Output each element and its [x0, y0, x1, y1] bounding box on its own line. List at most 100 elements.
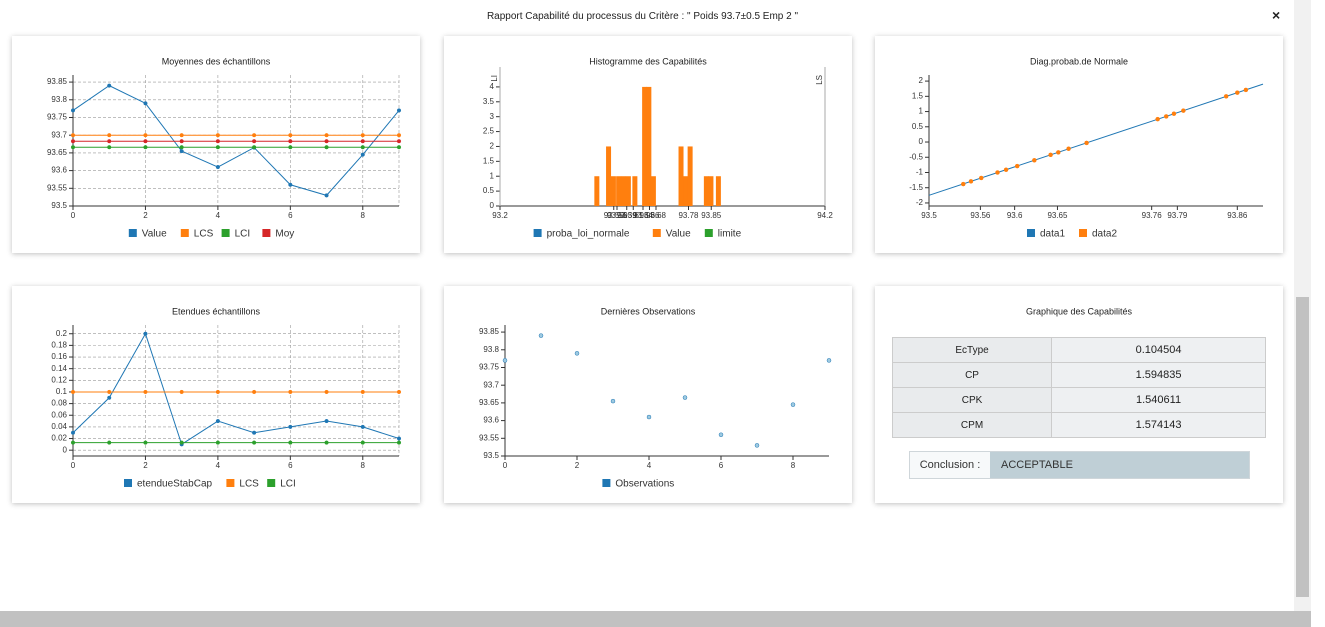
chart: Histogramme des Capabilités 0 0.5 1 1.5 2 2.5 3…: [483, 56, 833, 239]
panel: Dernières Observations 93.5 93.55 93.6 93.65…: [444, 286, 852, 503]
table-row: CPM 1.574143: [891, 412, 1266, 438]
y-tick-label: 0.12: [51, 375, 67, 384]
point: [288, 440, 293, 445]
legend-label: etendueStabCap: [137, 479, 213, 490]
x-tick-label: 4: [216, 211, 221, 220]
point: [107, 395, 112, 400]
point: [396, 436, 402, 441]
point: [1056, 150, 1061, 155]
point: [324, 133, 329, 138]
scroll-thumb[interactable]: [1296, 297, 1309, 597]
point: [70, 389, 76, 395]
point: [1155, 116, 1160, 122]
point: [70, 139, 76, 144]
legend-label: Observations: [615, 479, 674, 490]
bar: [715, 176, 721, 206]
point: [215, 419, 220, 424]
legend-swatch: [267, 479, 276, 487]
y-tick-label: 1: [490, 171, 495, 180]
point: [179, 149, 184, 154]
legend-swatch: [704, 229, 713, 237]
x-tick-label: 4: [216, 461, 221, 470]
point: [215, 165, 220, 170]
point: [215, 139, 220, 144]
x-tick-label: 93.2: [492, 211, 508, 220]
panel: Diag.probab.de Normale -2 -1.5 -1 -0.5 0 0.5 1 1…: [875, 36, 1283, 253]
point: [288, 424, 293, 429]
point: [143, 133, 148, 138]
legend-swatch: [180, 229, 189, 237]
y-tick-label: 0.04: [51, 422, 67, 431]
point: [1163, 114, 1169, 119]
point: [143, 440, 148, 445]
y-tick-label: 3: [490, 112, 495, 121]
vertical-scrollbar[interactable]: [1294, 0, 1311, 611]
x-tick-label: 8: [361, 461, 366, 470]
x-tick-label: 6: [719, 461, 724, 470]
x-tick-label: 4: [647, 461, 652, 470]
legend-label: LCI: [280, 479, 296, 490]
x-tick-label: 93.76: [1142, 211, 1163, 220]
y-tick-label: 0.1: [56, 387, 68, 396]
point: [360, 389, 365, 395]
y-tick-label: 93.6: [483, 416, 499, 425]
cell-label: CPK: [891, 387, 1053, 413]
bar: [678, 146, 684, 206]
chart-title: Etendues échantillons: [172, 306, 261, 316]
bar: [610, 176, 616, 206]
point: [1084, 140, 1089, 146]
conclusion: Conclusion : ACCEPTABLE: [909, 451, 1250, 479]
point: [754, 443, 760, 448]
point: [574, 351, 580, 356]
point: [324, 440, 329, 445]
point: [790, 402, 796, 407]
panel: Moyennes des échantillons 93.5 93.55 93.6 93…: [12, 36, 420, 253]
x-tick-label: 0: [503, 461, 508, 470]
x-tick-label: 93.64: [633, 211, 654, 220]
point: [252, 139, 257, 144]
point: [252, 145, 257, 150]
x-tick-label: 93.85: [701, 211, 722, 220]
legend-swatch: [652, 229, 661, 237]
y-tick-label: 93.7: [483, 380, 499, 389]
point: [324, 139, 329, 144]
table-row: CP 1.594835: [891, 362, 1266, 388]
chart-title: Moyennes des échantillons: [162, 56, 271, 66]
point: [995, 170, 1000, 175]
x-tick-label: 93.68: [646, 211, 667, 220]
panel: Histogramme des Capabilités 0 0.5 1 1.5 2 2.5 3…: [444, 36, 852, 253]
capability-panel: Graphique des Capabilités EcType 0.104504…: [875, 286, 1283, 503]
point: [107, 133, 112, 138]
point: [215, 440, 220, 445]
y-tick-label: 0.18: [51, 340, 67, 349]
x-tick-label: 2: [143, 211, 148, 220]
y-tick-label: 0.5: [483, 186, 495, 195]
x-tick-label: 93.6: [1007, 211, 1023, 220]
legend-swatch: [262, 229, 271, 237]
x-tick-label: 93.65: [1047, 211, 1068, 220]
point: [682, 395, 688, 400]
point: [396, 145, 402, 150]
y-tick-label: 93.5: [51, 201, 67, 210]
point: [143, 145, 148, 150]
cell-value: 1.594835: [1051, 362, 1266, 388]
point: [143, 139, 148, 144]
bar: [650, 176, 656, 206]
y-tick-label: 1: [919, 107, 924, 116]
point: [70, 108, 76, 113]
legend-label: LCS: [239, 479, 259, 490]
y-tick-label: -1: [916, 168, 924, 177]
legend-label: data2: [1092, 229, 1117, 240]
panel-title: Graphique des Capabilités: [1026, 306, 1133, 316]
conclusion-label: Conclusion :: [910, 452, 990, 478]
point: [396, 440, 402, 445]
horizontal-scrollbar[interactable]: [0, 611, 1311, 627]
y-tick-label: -1.5: [909, 183, 923, 192]
close-button[interactable]: ×: [1272, 7, 1281, 23]
point: [288, 389, 293, 395]
legend-label: Moy: [275, 229, 294, 240]
y-tick-label: 4: [490, 82, 495, 91]
point: [1171, 111, 1177, 116]
point: [70, 440, 76, 445]
y-tick-label: 0.06: [51, 410, 67, 419]
